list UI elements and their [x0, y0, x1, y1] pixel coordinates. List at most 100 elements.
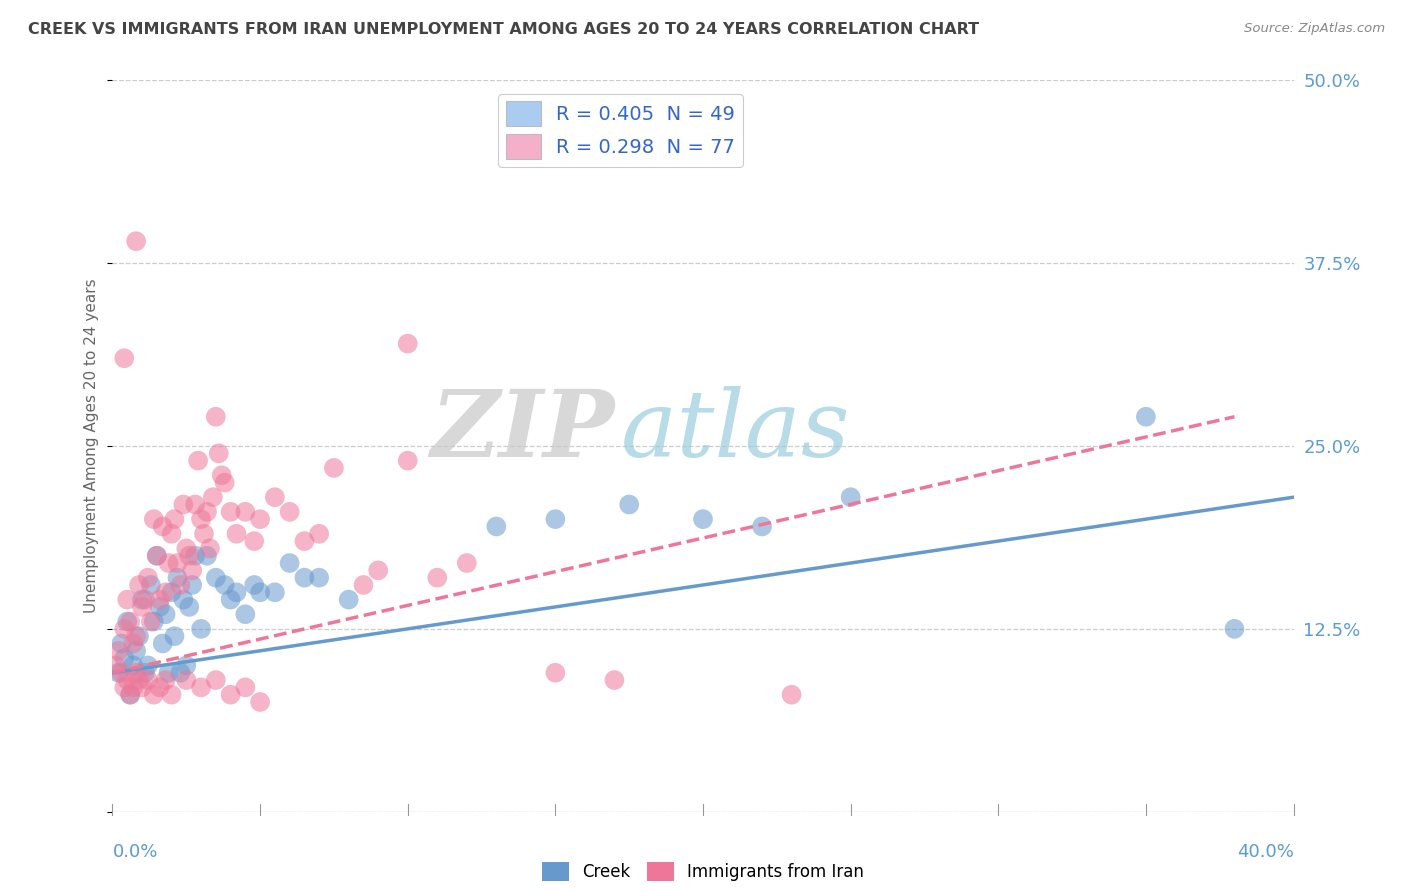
- Point: [426, 571, 449, 585]
- Point: [134, 665, 156, 680]
- Point: [205, 673, 228, 687]
- Point: [174, 541, 197, 556]
- Point: [128, 629, 150, 643]
- Point: [174, 673, 197, 687]
- Point: [112, 622, 135, 636]
- Point: [163, 629, 186, 643]
- Point: [367, 563, 389, 577]
- Point: [243, 578, 266, 592]
- Point: [249, 695, 271, 709]
- Point: [190, 622, 212, 636]
- Point: [166, 571, 188, 585]
- Point: [201, 490, 224, 504]
- Point: [112, 651, 135, 665]
- Text: 40.0%: 40.0%: [1237, 843, 1294, 861]
- Y-axis label: Unemployment Among Ages 20 to 24 years: Unemployment Among Ages 20 to 24 years: [84, 278, 100, 614]
- Point: [146, 549, 169, 563]
- Point: [456, 556, 478, 570]
- Point: [208, 446, 231, 460]
- Point: [249, 585, 271, 599]
- Point: [396, 336, 419, 351]
- Point: [214, 578, 236, 592]
- Point: [146, 549, 169, 563]
- Text: ZIP: ZIP: [430, 386, 614, 476]
- Point: [190, 512, 212, 526]
- Point: [131, 599, 153, 614]
- Point: [117, 592, 138, 607]
- Point: [181, 563, 204, 577]
- Point: [139, 578, 162, 592]
- Point: [181, 578, 204, 592]
- Point: [104, 658, 127, 673]
- Point: [193, 526, 215, 541]
- Point: [131, 681, 153, 695]
- Point: [117, 673, 138, 687]
- Point: [308, 526, 330, 541]
- Point: [166, 556, 188, 570]
- Point: [292, 571, 315, 585]
- Text: CREEK VS IMMIGRANTS FROM IRAN UNEMPLOYMENT AMONG AGES 20 TO 24 YEARS CORRELATION: CREEK VS IMMIGRANTS FROM IRAN UNEMPLOYME…: [28, 22, 979, 37]
- Point: [619, 498, 641, 512]
- Point: [152, 636, 174, 650]
- Point: [337, 592, 360, 607]
- Point: [225, 585, 247, 599]
- Point: [128, 673, 150, 687]
- Point: [184, 549, 207, 563]
- Point: [122, 636, 145, 650]
- Point: [751, 519, 773, 533]
- Point: [149, 681, 172, 695]
- Point: [149, 599, 172, 614]
- Text: Source: ZipAtlas.com: Source: ZipAtlas.com: [1244, 22, 1385, 36]
- Point: [139, 615, 162, 629]
- Point: [142, 615, 165, 629]
- Point: [125, 234, 148, 248]
- Point: [172, 498, 194, 512]
- Legend: Creek, Immigrants from Iran: Creek, Immigrants from Iran: [536, 855, 870, 888]
- Point: [160, 688, 183, 702]
- Point: [172, 592, 194, 607]
- Point: [169, 665, 191, 680]
- Point: [352, 578, 374, 592]
- Point: [112, 681, 135, 695]
- Point: [396, 453, 419, 467]
- Point: [233, 505, 256, 519]
- Point: [264, 585, 287, 599]
- Point: [544, 665, 567, 680]
- Point: [323, 461, 346, 475]
- Point: [125, 629, 148, 643]
- Point: [219, 688, 242, 702]
- Point: [211, 468, 233, 483]
- Point: [190, 681, 212, 695]
- Point: [125, 665, 148, 680]
- Point: [1135, 409, 1157, 424]
- Point: [205, 409, 228, 424]
- Point: [128, 578, 150, 592]
- Point: [243, 534, 266, 549]
- Point: [278, 505, 301, 519]
- Point: [120, 688, 142, 702]
- Point: [264, 490, 287, 504]
- Point: [134, 592, 156, 607]
- Point: [308, 571, 330, 585]
- Point: [120, 688, 142, 702]
- Point: [155, 673, 177, 687]
- Point: [485, 519, 508, 533]
- Text: atlas: atlas: [620, 386, 849, 476]
- Point: [155, 607, 177, 622]
- Point: [110, 665, 132, 680]
- Point: [278, 556, 301, 570]
- Point: [839, 490, 862, 504]
- Point: [157, 665, 180, 680]
- Point: [155, 585, 177, 599]
- Point: [136, 658, 159, 673]
- Point: [136, 673, 159, 687]
- Point: [122, 658, 145, 673]
- Point: [160, 526, 183, 541]
- Point: [603, 673, 626, 687]
- Point: [149, 592, 172, 607]
- Point: [157, 556, 180, 570]
- Point: [187, 453, 209, 467]
- Point: [142, 512, 165, 526]
- Point: [107, 665, 129, 680]
- Point: [152, 519, 174, 533]
